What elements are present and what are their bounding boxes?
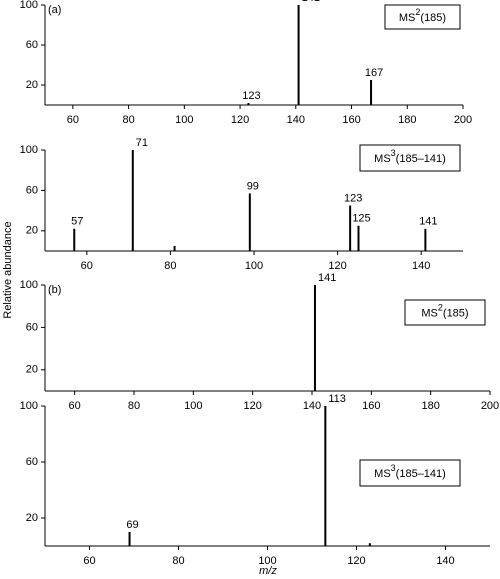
- x-tick-label: 60: [69, 400, 81, 412]
- x-tick-label: 120: [231, 114, 249, 126]
- annotation-rest: (185): [443, 307, 469, 319]
- x-tick-label: 60: [81, 260, 93, 272]
- x-tick-label: 160: [342, 114, 360, 126]
- y-tick-label: 20: [26, 512, 38, 524]
- x-tick-label: 180: [421, 400, 439, 412]
- annotation-sup: 3: [391, 463, 396, 473]
- x-tick-label: 100: [245, 260, 263, 272]
- annotation: MS2(185): [399, 7, 446, 24]
- y-tick-label: 20: [26, 225, 38, 237]
- y-tick-label: 100: [20, 400, 38, 412]
- annotation-base: MS: [374, 153, 391, 165]
- annotation-base: MS: [374, 468, 391, 480]
- y-tick-label: 60: [26, 456, 38, 468]
- panel-label: (a): [48, 4, 61, 16]
- y-tick-label: 60: [26, 321, 38, 333]
- peak-label: 167: [365, 67, 383, 79]
- x-tick-label: 120: [243, 400, 261, 412]
- x-tick-label: 100: [184, 400, 202, 412]
- peak-label: 125: [352, 213, 370, 225]
- x-tick-label: 80: [128, 400, 140, 412]
- y-tick-label: 100: [20, 144, 38, 156]
- annotation: MS2(185): [421, 303, 468, 320]
- peak-label: 141: [318, 272, 336, 284]
- x-tick-label: 60: [83, 555, 95, 567]
- y-axis-label: Relative abundance: [2, 221, 14, 318]
- x-tick-label: 140: [303, 400, 321, 412]
- x-tick-label: 200: [481, 400, 499, 412]
- x-tick-label: 60: [67, 114, 79, 126]
- x-axis-label: m/z: [259, 565, 277, 577]
- annotation-box: [359, 459, 461, 487]
- x-tick-label: 80: [172, 555, 184, 567]
- annotation-box: [359, 144, 461, 172]
- peak-label: 69: [126, 519, 138, 531]
- x-tick-label: 200: [454, 114, 472, 126]
- annotation: MS3(185–141): [374, 463, 446, 480]
- x-tick-label: 120: [328, 260, 346, 272]
- y-tick-label: 60: [26, 184, 38, 196]
- annotation-base: MS: [421, 307, 438, 319]
- peak-label: 57: [71, 216, 83, 228]
- peak-label: 71: [136, 137, 148, 149]
- x-tick-label: 140: [436, 555, 454, 567]
- annotation-rest: (185–141): [396, 153, 446, 165]
- peak-label: 113: [328, 393, 346, 405]
- x-tick-label: 80: [122, 114, 134, 126]
- y-tick-label: 60: [26, 39, 38, 51]
- peak-label: 123: [242, 90, 260, 102]
- peak-label: 141: [419, 216, 437, 228]
- x-tick-label: 100: [258, 555, 276, 567]
- annotation-box: [384, 4, 461, 30]
- y-tick-label: 20: [26, 79, 38, 91]
- x-tick-label: 100: [175, 114, 193, 126]
- y-tick-label: 100: [20, 0, 38, 11]
- annotation-sup: 3: [391, 148, 396, 158]
- peak-label: 141: [302, 0, 320, 4]
- x-tick-label: 160: [362, 400, 380, 412]
- x-tick-label: 120: [347, 555, 365, 567]
- annotation-rest: (185): [420, 12, 446, 24]
- x-tick-label: 140: [287, 114, 305, 126]
- panel-label: (b): [48, 284, 61, 296]
- annotation-box: [404, 299, 486, 326]
- annotation: MS3(185–141): [374, 148, 446, 165]
- annotation-base: MS: [399, 12, 416, 24]
- x-tick-label: 140: [412, 260, 430, 272]
- annotation-sup: 2: [438, 303, 443, 313]
- y-tick-label: 100: [20, 279, 38, 291]
- x-tick-label: 80: [164, 260, 176, 272]
- y-tick-label: 20: [26, 364, 38, 376]
- annotation-sup: 2: [415, 7, 420, 17]
- peak-label: 123: [344, 192, 362, 204]
- peak-label: 99: [247, 180, 259, 192]
- annotation-rest: (185–141): [396, 468, 446, 480]
- x-tick-label: 180: [398, 114, 416, 126]
